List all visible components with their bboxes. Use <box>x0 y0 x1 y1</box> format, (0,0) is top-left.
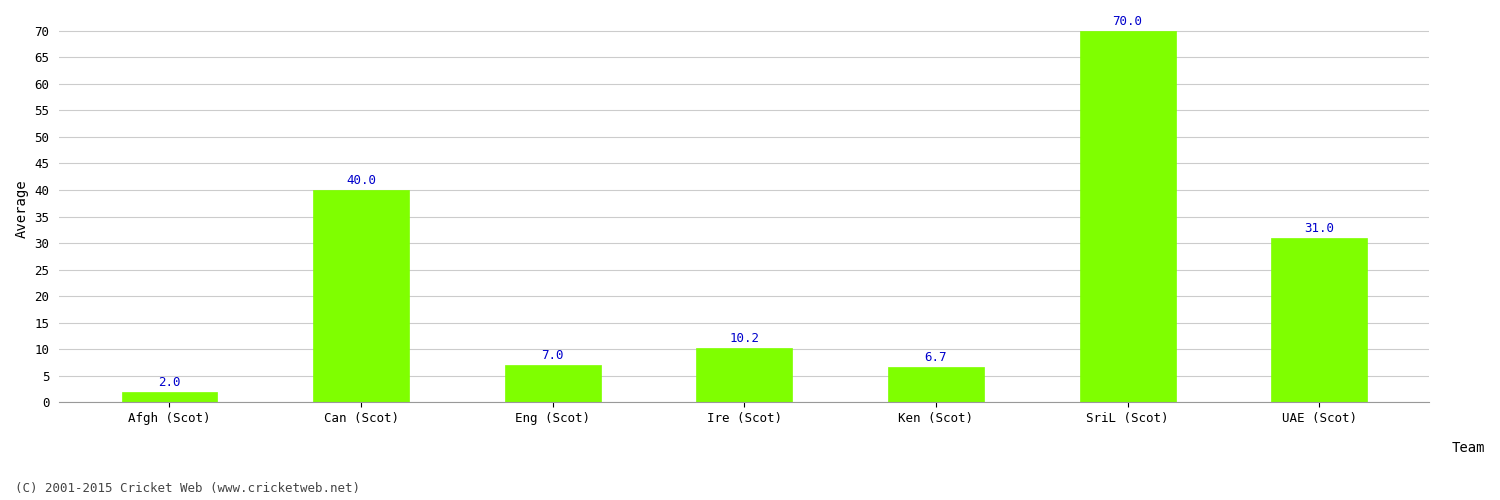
Text: 10.2: 10.2 <box>729 332 759 345</box>
Bar <box>1080 31 1176 402</box>
Y-axis label: Average: Average <box>15 179 28 238</box>
Text: 6.7: 6.7 <box>924 351 946 364</box>
Text: (C) 2001-2015 Cricket Web (www.cricketweb.net): (C) 2001-2015 Cricket Web (www.cricketwe… <box>15 482 360 495</box>
Text: Team: Team <box>1452 441 1485 455</box>
Bar <box>888 366 984 402</box>
Text: 7.0: 7.0 <box>542 350 564 362</box>
Text: 31.0: 31.0 <box>1305 222 1335 235</box>
Bar <box>122 392 218 402</box>
Bar <box>314 190 410 402</box>
Bar <box>1272 238 1366 402</box>
Text: 40.0: 40.0 <box>346 174 376 188</box>
Text: 70.0: 70.0 <box>1113 16 1143 28</box>
Bar <box>696 348 792 402</box>
Text: 2.0: 2.0 <box>158 376 180 389</box>
Bar <box>506 365 600 402</box>
